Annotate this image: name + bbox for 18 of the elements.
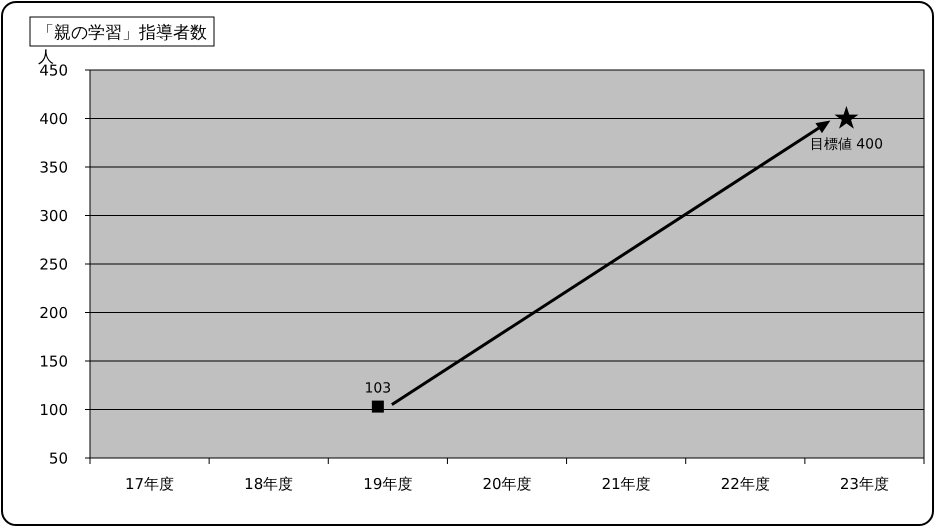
data-label: 目標値 400: [810, 136, 884, 152]
x-tick-label: 18年度: [244, 475, 294, 493]
y-tick-label: 200: [39, 304, 68, 322]
x-tick-label: 23年度: [840, 475, 889, 493]
y-tick-label: 150: [39, 352, 68, 370]
x-tick-label: 22年度: [720, 475, 770, 493]
y-tick-label: 50: [48, 449, 68, 468]
y-tick-label: 100: [39, 400, 68, 419]
data-label: 103: [364, 380, 392, 397]
x-tick-label: 19年度: [363, 475, 412, 493]
y-tick-label: 250: [39, 255, 68, 274]
x-tick-label: 17年度: [125, 475, 174, 493]
x-tick-label: 21年度: [602, 475, 651, 493]
x-tick-label: 20年度: [482, 475, 532, 493]
y-tick-label: 300: [39, 206, 68, 225]
y-tick-label: 400: [39, 110, 68, 128]
y-tick-label: 350: [39, 158, 68, 176]
chart-title: 「親の学習」指導者数: [37, 23, 207, 43]
